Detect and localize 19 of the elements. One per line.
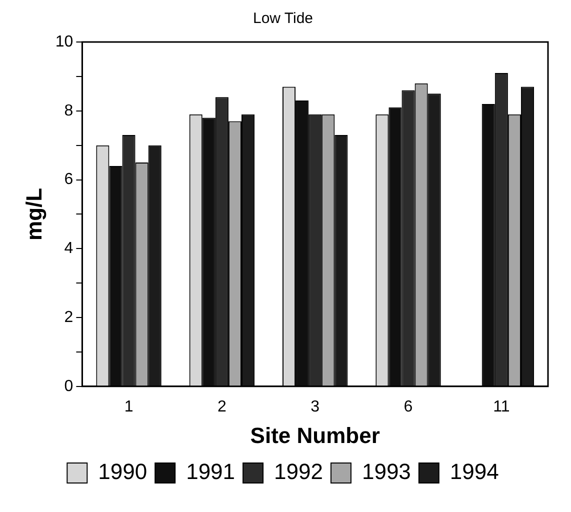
y-tick-label: 6 (64, 171, 74, 188)
y-tick-label: 8 (64, 102, 74, 120)
y-axis-title: mg/L (21, 188, 46, 240)
legend-label: 1991 (186, 459, 236, 484)
x-axis-title: Site Number (250, 422, 380, 448)
chart-title: Low Tide (252, 10, 314, 28)
x-tick-label: 2 (217, 398, 226, 416)
x-tick-label: 6 (404, 398, 413, 416)
y-tick-label: 10 (55, 33, 74, 50)
y-tick-label: 2 (64, 308, 74, 326)
legend-label: 1993 (362, 459, 411, 484)
x-tick-label: 3 (310, 398, 320, 416)
legend-label: 1990 (98, 459, 148, 484)
legend-label: 1992 (274, 459, 323, 484)
x-tick-label: 1 (124, 398, 134, 416)
x-tick-label: 11 (493, 398, 510, 416)
y-tick-label: 4 (64, 240, 74, 258)
y-tick-label: 0 (64, 378, 74, 395)
legend-label: 1994 (450, 459, 499, 484)
